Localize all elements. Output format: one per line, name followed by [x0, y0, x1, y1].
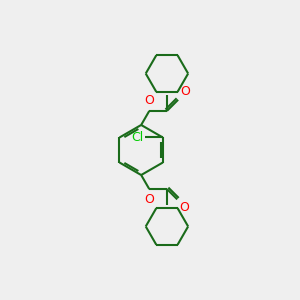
Text: O: O [181, 85, 190, 98]
Text: O: O [144, 94, 154, 107]
Text: O: O [180, 201, 190, 214]
Text: Cl: Cl [131, 131, 144, 144]
Text: O: O [144, 193, 154, 206]
